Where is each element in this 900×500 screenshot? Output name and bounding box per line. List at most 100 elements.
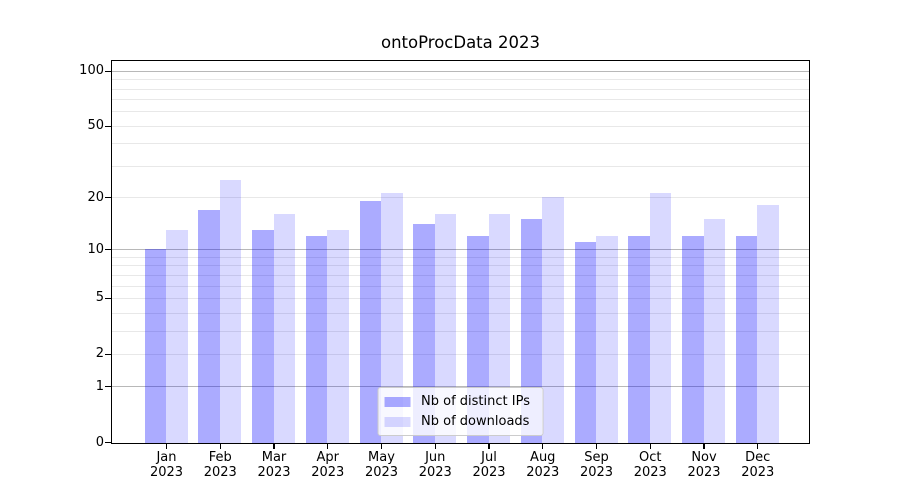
x-tick-month: May — [368, 450, 395, 465]
legend-swatch-distinct-ips — [384, 396, 411, 407]
bar-downloads — [488, 214, 510, 443]
gridline-minor — [112, 330, 809, 332]
x-tick-label: Jun 2023 — [405, 450, 465, 480]
x-tick-label: Oct 2023 — [620, 450, 680, 480]
x-tick-month: Mar — [261, 450, 287, 465]
x-tick-month: Apr — [316, 450, 340, 465]
x-tick-month: Jan — [156, 450, 177, 465]
bar-downloads — [273, 214, 295, 443]
x-tick-year: 2023 — [149, 465, 184, 480]
chart-title: ontoProcData 2023 — [381, 33, 540, 52]
gridline-minor — [112, 88, 809, 90]
gridline-minor — [112, 265, 809, 267]
bar-downloads — [757, 205, 779, 443]
x-tick-mark — [542, 444, 544, 449]
gridline-major — [112, 70, 809, 72]
bar-downloads — [542, 197, 564, 443]
x-tick-label: Dec 2023 — [728, 450, 788, 480]
y-tick-label: 5 — [95, 290, 104, 306]
bar-downloads — [327, 229, 349, 443]
x-tick-month: Feb — [208, 450, 232, 465]
y-tick-mark — [105, 353, 111, 355]
legend-item-distinct-ips: Nb of distinct IPs — [384, 394, 530, 409]
x-tick-month: Dec — [745, 450, 771, 465]
gridline-minor — [112, 285, 809, 287]
x-tick-label: Apr 2023 — [298, 450, 358, 480]
x-tick-mark — [595, 444, 598, 449]
gridline-minor — [112, 125, 809, 127]
x-tick-year: 2023 — [311, 465, 345, 480]
y-tick-mark — [105, 197, 111, 199]
x-tick-month: Nov — [691, 450, 717, 465]
x-tick-year: 2023 — [526, 465, 560, 480]
x-tick-mark — [703, 444, 705, 449]
bar-downloads — [703, 219, 725, 443]
x-tick-label: Sep 2023 — [567, 450, 627, 480]
bar-downloads — [219, 180, 242, 443]
y-tick-label: 50 — [87, 118, 104, 134]
x-tick-year: 2023 — [203, 465, 237, 480]
x-tick-mark — [649, 444, 651, 449]
x-tick-label: Nov 2023 — [674, 450, 734, 480]
y-tick-mark — [105, 249, 111, 251]
bar-layer — [112, 61, 809, 443]
x-tick-month: Oct — [639, 450, 662, 465]
bar-distinct-ips — [735, 235, 758, 443]
bar-distinct-ips — [628, 235, 650, 443]
x-tick-year: 2023 — [257, 465, 291, 480]
gridline-minor — [112, 274, 809, 276]
x-tick-mark — [165, 444, 168, 449]
bar-downloads — [434, 214, 457, 443]
gridline-minor — [112, 197, 809, 199]
x-tick-label: Jul 2023 — [459, 450, 519, 480]
y-tick-label: 0 — [95, 434, 104, 450]
x-tick-mark — [757, 444, 759, 449]
y-tick-mark — [105, 386, 111, 388]
bar-distinct-ips — [359, 201, 381, 443]
y-tick-mark — [105, 441, 111, 444]
x-tick-label: Jan 2023 — [137, 450, 197, 480]
x-tick-year: 2023 — [472, 465, 506, 480]
gridline-minor — [112, 353, 809, 355]
legend-label-downloads: Nb of downloads — [421, 414, 530, 429]
gridline-major — [112, 249, 809, 251]
x-tick-mark — [380, 444, 383, 449]
bar-distinct-ips — [305, 235, 328, 443]
legend: Nb of distinct IPs Nb of downloads — [377, 387, 544, 436]
y-tick-label: 20 — [87, 189, 104, 205]
x-tick-label: Feb 2023 — [190, 450, 250, 480]
x-tick-label: Aug 2023 — [513, 450, 573, 480]
x-tick-year: 2023 — [687, 465, 721, 480]
bar-distinct-ips — [252, 229, 274, 443]
grid-layer — [112, 61, 809, 443]
y-tick-label: 10 — [87, 241, 104, 257]
gridline-minor — [112, 111, 809, 113]
x-tick-mark — [434, 444, 436, 449]
x-tick-label: Mar 2023 — [244, 450, 304, 480]
bar-distinct-ips — [682, 235, 704, 443]
legend-item-downloads: Nb of downloads — [384, 414, 530, 429]
y-tick-mark — [105, 70, 111, 73]
y-tick-label: 1 — [95, 378, 104, 394]
x-tick-year: 2023 — [741, 465, 775, 480]
y-tick-mark — [105, 297, 111, 300]
y-tick-label: 100 — [79, 63, 104, 79]
gridline-minor — [112, 256, 809, 258]
gridline-minor — [112, 79, 809, 81]
bar-downloads — [649, 193, 672, 443]
x-tick-label: May 2023 — [352, 450, 412, 480]
gridline-minor — [112, 297, 809, 299]
bar-distinct-ips — [574, 242, 596, 443]
gridline-major — [112, 386, 809, 388]
bar-downloads — [166, 229, 188, 443]
gridline-minor — [112, 165, 809, 167]
gridline-minor — [112, 99, 809, 101]
y-tick-mark — [105, 125, 111, 128]
bar-distinct-ips — [198, 209, 220, 443]
x-tick-mark — [327, 444, 329, 449]
x-tick-year: 2023 — [418, 465, 452, 480]
bar-downloads — [596, 235, 618, 443]
bar-distinct-ips — [144, 249, 166, 443]
gridline-minor — [112, 312, 809, 314]
